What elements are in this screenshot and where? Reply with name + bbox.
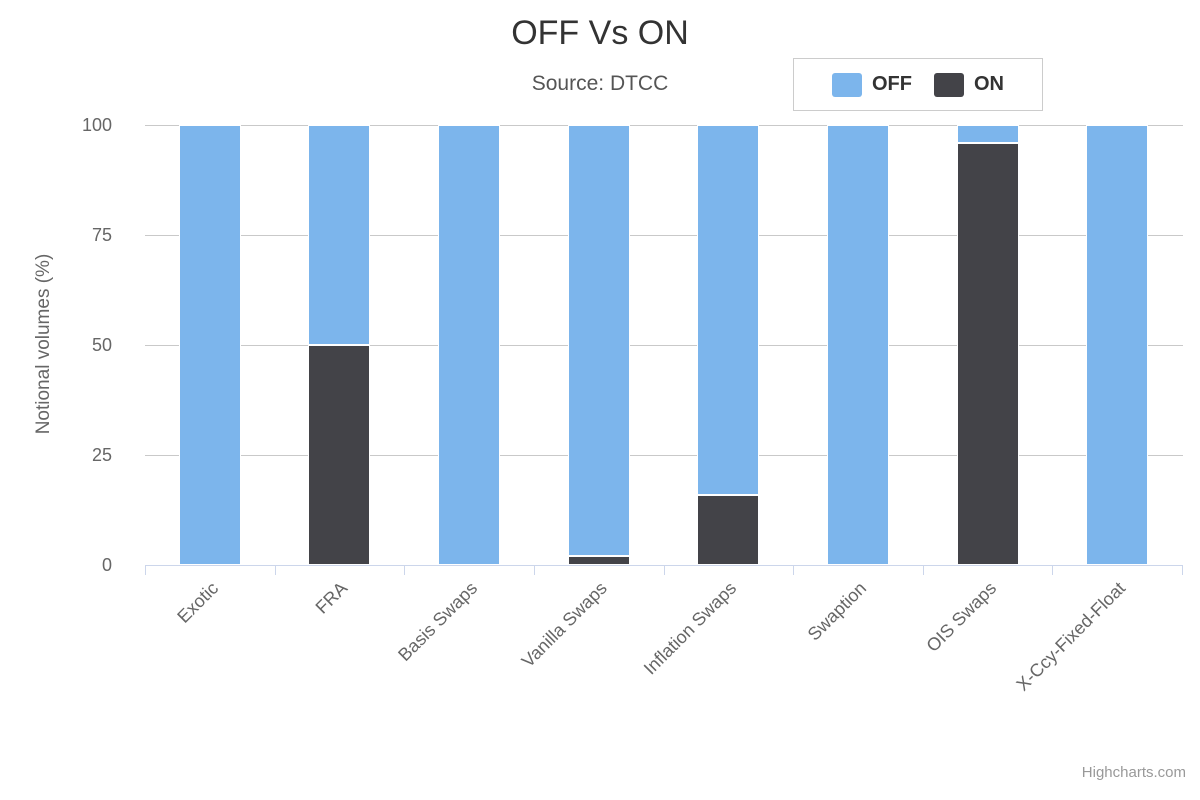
bar-swaption[interactable]: [827, 125, 889, 565]
on-legend-swatch: [934, 72, 964, 97]
y-tick-label-50: 50: [91, 335, 112, 355]
x-axis-tick: [404, 565, 405, 575]
x-category-label: Swaption: [803, 578, 871, 645]
x-category-label: X-Ccy-Fixed-Float: [1012, 578, 1130, 695]
x-axis-tick: [145, 565, 146, 575]
off-segment[interactable]: [697, 125, 759, 495]
x-axis-tick: [275, 565, 276, 575]
y-tick-label-75: 75: [91, 225, 112, 245]
bar-exotic[interactable]: [179, 125, 241, 565]
off-segment[interactable]: [308, 125, 370, 345]
y-tick-label-100: 100: [81, 115, 112, 135]
x-category-label: Inflation Swaps: [639, 578, 741, 679]
on-segment[interactable]: [957, 142, 1019, 565]
off-segment[interactable]: [568, 125, 630, 557]
off-segment[interactable]: [1086, 125, 1148, 565]
legend: OFF ON: [793, 58, 1043, 111]
bar-basis-swaps[interactable]: [438, 125, 500, 565]
bar-fra[interactable]: [308, 125, 370, 565]
bar-ois-swaps[interactable]: [957, 125, 1019, 565]
legend-label: ON: [974, 73, 1004, 95]
off-segment[interactable]: [438, 125, 500, 565]
off-segment[interactable]: [179, 125, 241, 565]
x-axis-tick: [664, 565, 665, 575]
x-category-label: Vanilla Swaps: [517, 578, 612, 672]
gridline-75: [145, 235, 1183, 236]
x-category-label: FRA: [311, 578, 352, 618]
legend-item-off[interactable]: OFF: [832, 72, 912, 97]
x-axis-tick: [793, 565, 794, 575]
gridline-100: [145, 125, 1183, 126]
x-axis-tick: [534, 565, 535, 575]
y-tick-label-25: 25: [91, 445, 112, 465]
off-segment[interactable]: [957, 125, 1019, 143]
on-segment[interactable]: [697, 494, 759, 565]
x-category-label: OIS Swaps: [922, 578, 1001, 656]
gridline-50: [145, 345, 1183, 346]
gridline-25: [145, 455, 1183, 456]
chart-title: OFF Vs ON: [511, 14, 689, 52]
off-segment[interactable]: [827, 125, 889, 565]
legend-label: OFF: [872, 73, 912, 95]
legend-item-on[interactable]: ON: [934, 72, 1004, 97]
bar-inflation-swaps[interactable]: [697, 125, 759, 565]
on-segment[interactable]: [568, 556, 630, 565]
y-tick-label-0: 0: [101, 555, 112, 575]
bar-x-ccy-fixed-float[interactable]: [1086, 125, 1148, 565]
x-axis-tick: [1052, 565, 1053, 575]
plot-area: [145, 125, 1182, 565]
bar-vanilla-swaps[interactable]: [568, 125, 630, 565]
x-category-label: Exotic: [173, 578, 223, 627]
off-legend-swatch: [832, 72, 862, 97]
on-segment[interactable]: [308, 345, 370, 565]
x-axis-tick: [1182, 565, 1183, 575]
x-category-label: Basis Swaps: [394, 578, 482, 666]
highcharts-credit-link[interactable]: Highcharts.com: [1081, 764, 1186, 781]
chart-subtitle: Source: DTCC: [531, 72, 669, 95]
x-axis-tick: [923, 565, 924, 575]
